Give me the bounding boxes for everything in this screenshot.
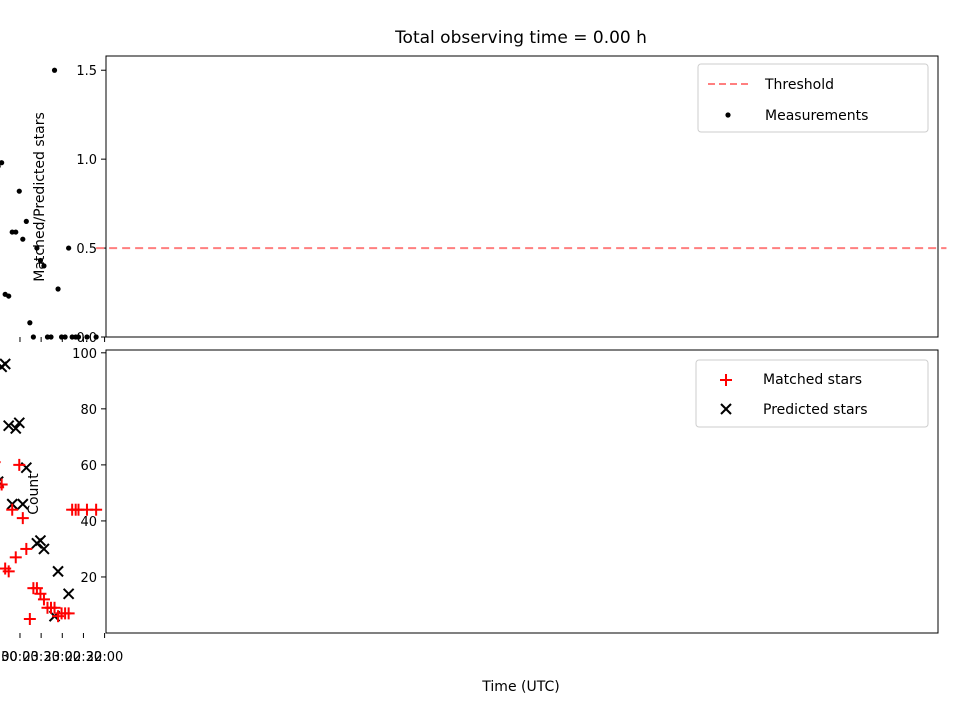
measurement-point	[2, 291, 8, 297]
top-y-tick-label: 1.5	[76, 64, 97, 79]
measurement-point	[41, 263, 47, 269]
bottom-y-axis-label: Count	[26, 473, 42, 515]
x-tick-label: 23:30	[22, 650, 59, 665]
measurement-point	[93, 334, 99, 340]
legend-matched-label: Matched stars	[763, 372, 862, 388]
measurement-point	[66, 245, 72, 251]
matched-star-point	[41, 601, 54, 614]
x-tick-label: 22:00	[86, 650, 123, 665]
legend-predicted-marker	[720, 403, 732, 415]
measurement-point	[58, 334, 65, 340]
top-plot-frame	[105, 55, 939, 338]
predicted-star-point	[0, 361, 8, 373]
predicted-star-point	[52, 565, 64, 578]
legend-matched-marker	[720, 374, 732, 386]
measurement-point	[0, 160, 5, 166]
x-tick-label: 22:30	[65, 650, 102, 665]
top-y-tick-label: 1.0	[76, 153, 97, 168]
top-y-axis-label: Matched/Predicted stars	[32, 112, 48, 282]
measurement-point	[16, 188, 22, 194]
measurement-point	[69, 334, 75, 340]
matched-star-point	[0, 562, 12, 575]
measurement-point	[51, 67, 58, 73]
top-y-tick-label: 0.5	[76, 242, 97, 257]
matched-star-point	[27, 582, 40, 595]
top-plot-area: 0.00.51.01.5	[0, 55, 947, 346]
matched-star-point	[20, 542, 33, 555]
x-tick-label: 00:30	[0, 650, 18, 665]
measurement-point	[34, 245, 40, 251]
bottom-plot-area: 20 40 60 80 100 22:0022:3023:0023:3000:0000:3…	[0, 347, 939, 665]
matched-star-point	[9, 551, 22, 564]
matched-star-point	[66, 503, 79, 516]
predicted-star-point	[2, 419, 15, 432]
measurement-point	[27, 320, 33, 326]
x-tick-label: 23:00	[44, 650, 81, 665]
bottom-plot-frame	[105, 349, 939, 634]
predicted-star-point	[13, 417, 25, 429]
measurement-point	[30, 334, 36, 340]
x-tick-label: 00:00	[1, 650, 38, 665]
matched-star-point	[13, 458, 26, 471]
measurement-point	[37, 257, 44, 264]
bottom-y-tick-label: 60	[80, 459, 97, 474]
predicted-star-point	[17, 498, 29, 510]
legend-measurements-marker	[725, 112, 731, 118]
measurement-point	[55, 286, 61, 292]
legend-threshold-label: Threshold	[764, 77, 834, 93]
bottom-y-tick-label: 80	[80, 403, 97, 418]
bottom-y-tick-label: 20	[80, 571, 97, 586]
bottom-y-tick-label: 40	[80, 515, 97, 530]
top-legend: Threshold Measurements	[697, 63, 929, 133]
measurement-point	[9, 229, 15, 235]
predicted-star-point	[10, 422, 22, 435]
legend-predicted-label: Predicted stars	[763, 402, 868, 418]
x-axis-label: Time (UTC)	[481, 679, 559, 695]
measurement-point	[20, 236, 26, 242]
top-chart-title: Total observing time = 0.00 h	[394, 28, 647, 48]
legend-measurements-label: Measurements	[765, 108, 868, 124]
matched-star-point	[52, 610, 65, 623]
bottom-y-tick-label: 100	[72, 347, 97, 362]
matched-star-point	[16, 512, 29, 525]
matched-star-point	[6, 503, 19, 516]
measurement-point	[44, 334, 51, 340]
predicted-star-point	[38, 543, 50, 555]
matched-star-point	[0, 486, 5, 489]
measurement-point	[84, 334, 90, 340]
predicted-star-point	[31, 537, 43, 550]
matched-star-point	[0, 478, 8, 491]
measurement-point	[23, 218, 29, 224]
measurement-point	[0, 164, 1, 169]
matched-star-point	[23, 612, 36, 625]
predicted-star-point	[62, 588, 75, 600]
bottom-legend: Matched stars Predicted stars	[695, 359, 929, 428]
